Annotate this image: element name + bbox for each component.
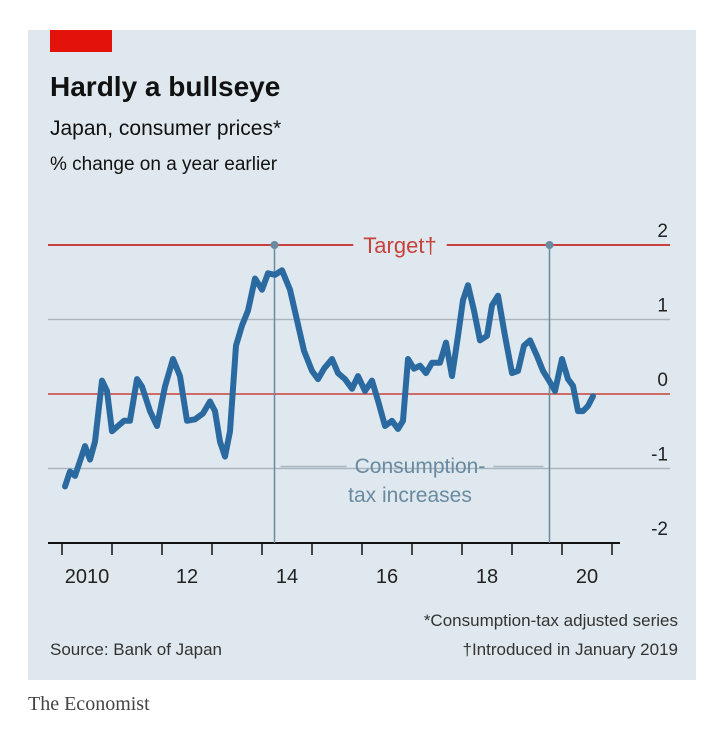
- x-tick-label: 18: [476, 566, 498, 588]
- x-tick-label: 20: [576, 566, 598, 588]
- brand: The Economist: [28, 693, 150, 715]
- unit: % change on a year earlier: [50, 154, 278, 175]
- panel: [28, 30, 696, 680]
- x-tick-label: 16: [376, 566, 398, 588]
- footnote: *Consumption-tax adjusted series: [424, 611, 678, 630]
- tax-increase-dot: [545, 241, 554, 249]
- x-tick-label: 14: [276, 566, 298, 588]
- subtitle: Japan, consumer prices*: [50, 117, 281, 140]
- y-tick-label: -1: [651, 445, 668, 466]
- y-tick-label: 0: [657, 370, 668, 391]
- x-tick-label: 12: [176, 566, 198, 588]
- data-line: [62, 267, 596, 490]
- red-tag: [50, 30, 112, 52]
- tax-label: tax increases: [348, 484, 472, 507]
- footnote: †Introduced in January 2019: [463, 640, 679, 659]
- tax-increase-dot: [270, 241, 279, 249]
- tax-label: Consumption-: [355, 455, 486, 478]
- y-tick-label: 2: [657, 221, 668, 242]
- chart-title: Hardly a bullseye: [50, 71, 280, 102]
- y-tick-label: -2: [651, 519, 668, 540]
- y-tick-label: 1: [657, 296, 668, 317]
- source: Source: Bank of Japan: [50, 640, 222, 659]
- target-label: Target†: [363, 233, 436, 258]
- x-tick-label: 2010: [65, 566, 110, 588]
